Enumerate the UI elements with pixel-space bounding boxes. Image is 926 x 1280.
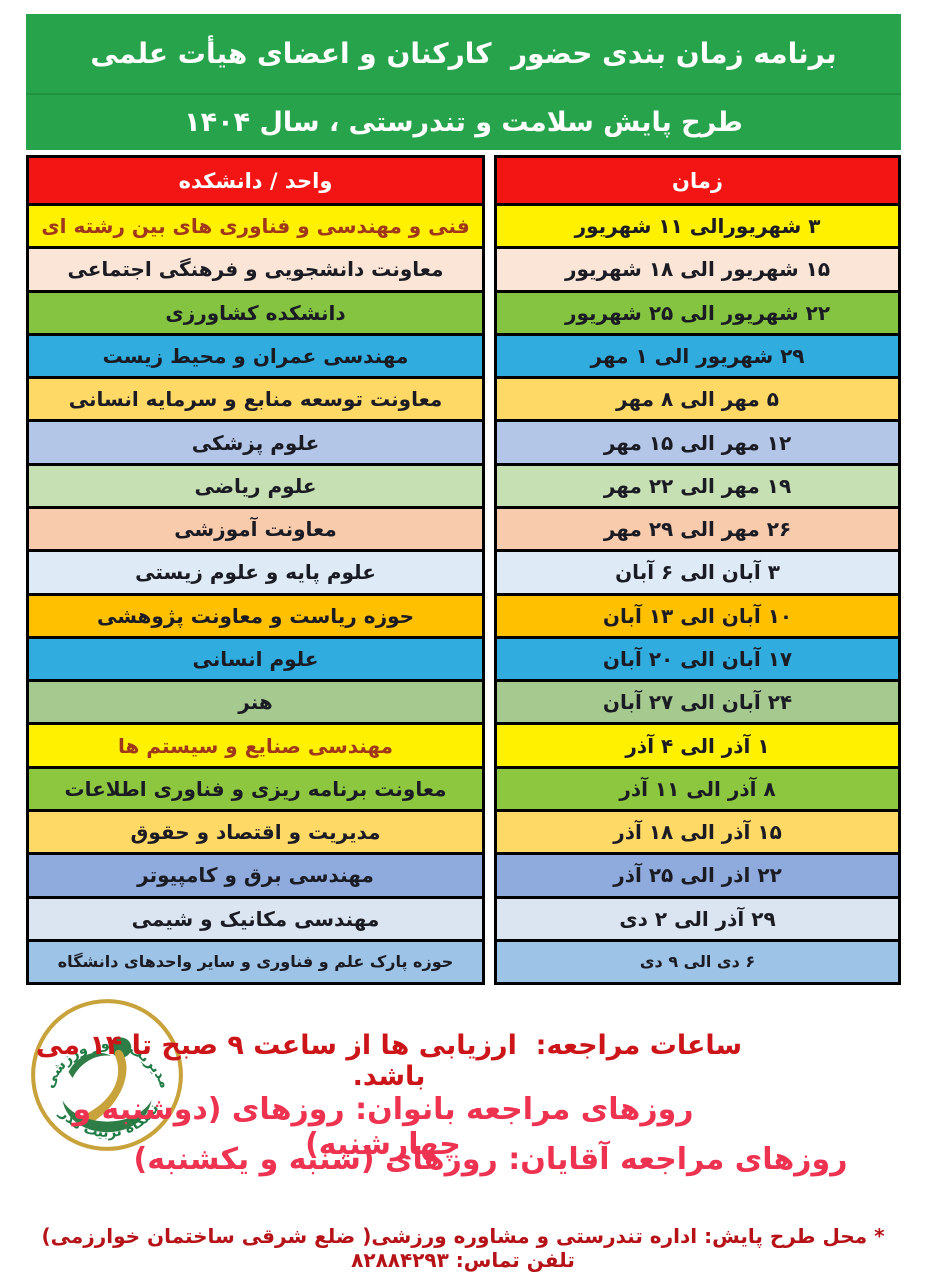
title-block: برنامه زمان بندی حضور کارکنان و اعضای هی… (26, 14, 901, 150)
time-cell: ۲۶ مهر الی ۲۹ مهر (497, 505, 898, 550)
unit-cell: مهندسی برق و کامپیوتر (29, 852, 482, 896)
time-cell: ۱۹ مهر الی ۲۲ مهر (497, 462, 898, 506)
time-cell: ۵ مهر الی ۸ مهر (497, 376, 898, 420)
unit-cell: علوم ریاضی (29, 462, 482, 506)
time-cell: ۸ آذر الی ۱۱ آذر (497, 765, 898, 809)
time-cell: ۱۷ آبان الی ۲۰ آبان (497, 635, 898, 680)
unit-cell: حوزه ریاست و معاونت پژوهشی (29, 592, 482, 636)
unit-cell: علوم پزشکی (29, 419, 482, 463)
time-cell: ۲۹ شهریور الی ۱ مهر (497, 332, 898, 377)
unit-cell: معاونت توسعه منابع و سرمایه انسانی (29, 376, 482, 420)
men-days-note: روزهای مراجعه آقایان: روزهای (شنبه و یکش… (133, 1142, 848, 1177)
time-cell: ۱۵ آذر الی ۱۸ آذر (497, 808, 898, 853)
unit-cell: دانشکده کشاورزی (29, 289, 482, 333)
logo-figure-swoosh (80, 1049, 127, 1125)
unit-cell: مدیریت و اقتصاد و حقوق (29, 808, 482, 853)
time-cell: ۲۲ اذر الی ۲۵ آذر (497, 852, 898, 896)
unit-cell: هنر (29, 679, 482, 723)
unit-column: واحد / دانشکده فنی و مهندسی و فناوری های… (26, 155, 485, 985)
unit-cell: مهندسی صنایع و سیستم ها (29, 722, 482, 766)
time-cell: ۳ شهریورالی ۱۱ شهریور (497, 203, 898, 247)
time-cell: ۳ آبان الی ۶ آبان (497, 549, 898, 593)
time-cell: ۱ آذر الی ۴ آذر (497, 722, 898, 766)
visit-hours-note: ساعات مراجعه: ارزیابی ها از ساعت ۹ صبح ت… (26, 1030, 743, 1092)
time-cell: ۲۲ شهریور الی ۲۵ شهریور (497, 289, 898, 333)
unit-cell: حوزه پارک علم و فناوری و سایر واحدهای دا… (29, 938, 482, 983)
unit-cell: علوم پایه و علوم زیستی (29, 549, 482, 593)
unit-cell: معاونت برنامه ریزی و فناوری اطلاعات (29, 765, 482, 809)
time-column: زمان ۳ شهریورالی ۱۱ شهریور ۱۵ شهریور الی … (494, 155, 901, 985)
page-subtitle: طرح پایش سلامت و تندرستی ، سال ۱۴۰۴ (184, 107, 743, 138)
logo-figure-arc (62, 1100, 152, 1133)
unit-column-header: واحد / دانشکده (29, 158, 482, 203)
women-days-note: روزهای مراجعه بانوان: روزهای (دوشنبه و چ… (72, 1092, 694, 1162)
time-column-header: زمان (497, 158, 898, 203)
time-cell: ۱۲ مهر الی ۱۵ مهر (497, 419, 898, 463)
footer-location-note: * محل طرح پایش: اداره تندرستی و مشاوره و… (20, 1224, 885, 1272)
unit-cell: مهندسی عمران و محیط زیست (29, 332, 482, 377)
time-cell: ۱۰ آبان الی ۱۳ آبان (497, 592, 898, 636)
unit-cell: فنی و مهندسی و فناوری های بین رشته ای (29, 203, 482, 247)
logo-figure-arm (68, 1052, 112, 1079)
time-cell: ۲۴ آبان الی ۲۷ آبان (497, 679, 898, 723)
unit-cell: معاونت آموزشی (29, 505, 482, 550)
time-cell: ۱۵ شهریور الی ۱۸ شهریور (497, 246, 898, 290)
time-cell: ۶ دی الی ۹ دی (497, 938, 898, 983)
unit-cell: معاونت دانشجویی و فرهنگی اجتماعی (29, 246, 482, 290)
time-cell: ۲۹ آذر الی ۲ دی (497, 895, 898, 939)
unit-cell: علوم انسانی (29, 635, 482, 680)
schedule-table: زمان ۳ شهریورالی ۱۱ شهریور ۱۵ شهریور الی … (26, 155, 901, 985)
page-title: برنامه زمان بندی حضور کارکنان و اعضای هی… (26, 14, 901, 95)
unit-cell: مهندسی مکانیک و شیمی (29, 895, 482, 939)
